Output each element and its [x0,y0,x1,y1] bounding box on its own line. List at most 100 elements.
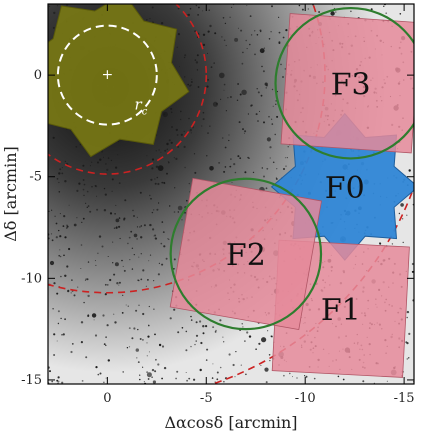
star-dot [205,325,208,328]
star-dot [57,310,60,313]
star-dot [66,225,69,228]
star-dot [399,13,402,15]
star-dot [53,282,56,285]
star-dot [214,32,217,35]
star-dot [116,226,118,228]
star-dot [147,279,149,281]
star-dot [50,233,53,235]
star-dot [140,225,142,227]
star-dot [78,182,81,185]
star-dot [58,229,60,232]
star-dot [305,375,308,378]
star-dot [244,340,246,342]
star-dot [206,348,209,351]
star-dot [59,235,62,238]
star-dot [151,376,153,378]
core-radius-circle [56,24,158,126]
star-dot [86,206,89,208]
star-dot [267,330,269,332]
star-dot [247,113,249,115]
star-dot [161,263,164,266]
star-dot [244,171,247,174]
star-dot [276,115,279,118]
star-dot [87,205,90,207]
star-dot [271,5,273,8]
star-dot [95,264,97,266]
star-dot [342,378,345,381]
star-dot [383,5,385,8]
star-dot [188,182,190,185]
star-dot [151,368,155,372]
star-dot [64,160,67,163]
star-dot [263,121,265,124]
star-dot [259,110,260,112]
star-dot [398,212,401,215]
star-dot [179,118,182,121]
star-dot [196,54,199,57]
star-dot [58,172,61,175]
star-dot [236,99,239,102]
star-dot [198,6,200,9]
star-dot [184,212,186,214]
star-dot [56,292,59,295]
star-dot [190,81,193,83]
star-dot [127,305,129,307]
star-dot [139,374,141,376]
star-dot [111,190,113,192]
star-dot [71,343,74,345]
star-dot [183,130,185,133]
star-dot [195,334,199,337]
star-dot [215,329,217,332]
star-dot [406,310,410,314]
star-dot [163,366,167,370]
star-dot [195,321,198,324]
star-dot [280,63,282,66]
star-dot [82,179,85,181]
star-dot [241,62,244,65]
star-dot [199,368,202,372]
star-dot [209,24,212,28]
core-radius-label: rc [135,96,148,118]
field-label: F3 [331,67,371,102]
star-dot [143,224,146,227]
star-dot [188,377,191,380]
star-dot [158,202,160,204]
star-dot [68,247,71,251]
star-dot [271,88,274,91]
star-dot [239,157,242,160]
star-dot [181,327,184,329]
star-dot [118,225,121,228]
star-dot [239,93,242,96]
star-dot [146,371,149,373]
star-dot [250,34,253,36]
star-dot [84,279,87,281]
star-dot [103,381,105,383]
star-dot [83,301,85,304]
star-dot [246,5,248,7]
star-dot [202,33,206,36]
star-dot [85,278,87,280]
star-dot [245,373,247,376]
star-dot [81,380,84,382]
star-dot [80,321,84,324]
star-dot [337,375,340,378]
star-dot [98,235,102,238]
star-dot [58,191,61,193]
star-dot [263,175,265,178]
star-dot [223,83,226,86]
star-dot [52,26,55,29]
star-dot [406,316,409,319]
star-dot [110,159,113,162]
star-dot [153,209,155,211]
star-dot [245,39,247,42]
star-dot [48,5,51,7]
star-dot [296,377,298,379]
star-dot [114,213,116,215]
star-dot [105,377,107,379]
star-dot [184,76,186,78]
star-dot [61,334,63,336]
star-dot [400,203,404,207]
star-dot [158,343,162,347]
star-dot [211,377,214,379]
star-dot [132,209,134,212]
